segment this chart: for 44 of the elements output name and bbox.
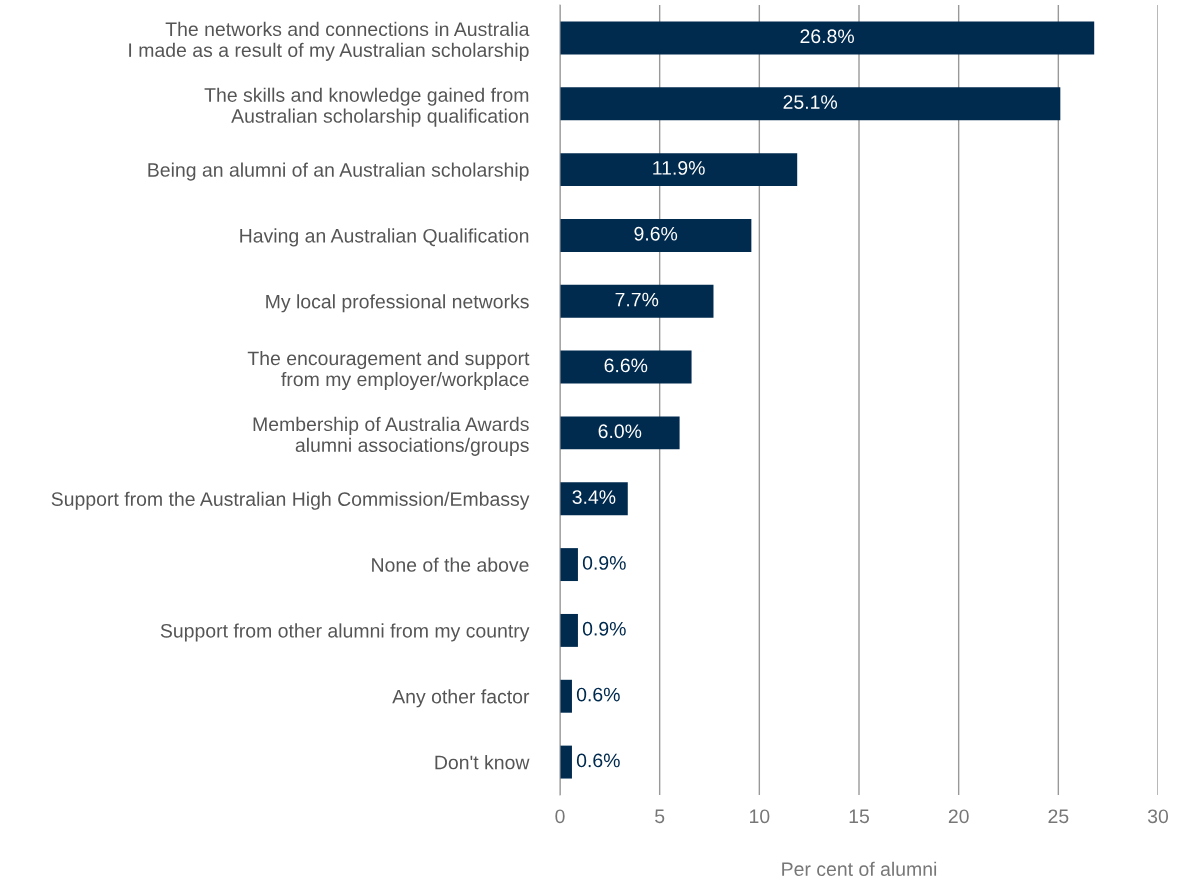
data-label: 0.9% (582, 556, 626, 570)
data-label: 26.8% (800, 29, 854, 44)
y-tick-label: The encouragement and support from my employer/workplace (247, 350, 530, 391)
y-tick-label: The networks and connections in Australia I made as a result of my Australian scholarship (129, 21, 530, 61)
bar (560, 284, 714, 318)
bar (560, 21, 1095, 55)
bar (560, 482, 628, 516)
data-label: 9.6% (634, 226, 678, 241)
y-tick-label: My local professional networks (266, 294, 529, 313)
bar (560, 87, 1061, 121)
bar (560, 153, 798, 187)
bar (560, 350, 692, 384)
y-tick-label: Support from the Australian High Commission/Embassy (51, 491, 530, 510)
data-label: 0.6% (576, 687, 620, 702)
x-tick-label: 25 (1048, 809, 1069, 824)
data-label: 0.6% (576, 753, 620, 768)
x-tick-label: 30 (1147, 809, 1169, 824)
y-tick-label: Having an Australian Qualification (240, 228, 529, 247)
x-tick-label: 10 (750, 809, 770, 824)
y-tick-label: None of the above (372, 557, 529, 572)
y-tick-label: Any other factor (392, 689, 530, 708)
y-tick-label: Support from other alumni from my country (160, 623, 530, 642)
bar (560, 416, 680, 450)
bar (560, 548, 578, 582)
data-label: 11.9% (653, 161, 705, 175)
data-label: 0.9% (582, 621, 626, 636)
y-tick-label: Being an alumni of an Australian scholarship (148, 162, 529, 181)
bar (560, 679, 572, 713)
bar (560, 218, 752, 252)
y-tick-label: The skills and knowledge gained from Australian scholarship qualification (204, 87, 529, 127)
data-label: 6.0% (598, 424, 642, 439)
x-tick-label: 20 (948, 809, 969, 824)
y-tick-label: Membership of Australia Awards alumni associations/groups (253, 416, 529, 456)
x-tick-label: 5 (655, 809, 665, 824)
data-label: 25.1% (783, 95, 838, 109)
x-tick-label: 15 (849, 809, 869, 824)
x-tick-label: 0 (555, 809, 565, 824)
x-axis-title: Per cent of alumni (782, 861, 937, 877)
bar (560, 613, 578, 647)
y-tick-label: Don't know (435, 755, 530, 770)
data-label: 6.6% (604, 358, 648, 373)
data-label: 7.7% (615, 292, 659, 307)
bar (560, 745, 572, 779)
data-label: 3.4% (572, 490, 616, 504)
